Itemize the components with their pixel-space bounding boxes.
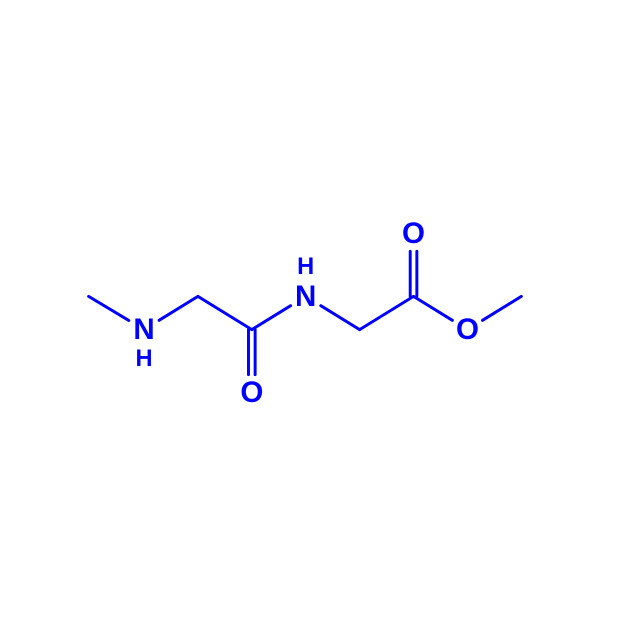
atom-hydrogen-label: H: [297, 254, 314, 280]
bond-line: [252, 306, 291, 330]
molecule-svg: NHONHOO: [0, 0, 626, 626]
bond-line: [414, 296, 453, 320]
atom-hydrogen-label: H: [135, 346, 152, 372]
atom-label: O: [240, 376, 263, 409]
molecule-diagram: NHONHOO: [0, 0, 626, 626]
atom-label: O: [402, 217, 425, 250]
bond-line: [483, 296, 522, 320]
atom-label: N: [295, 280, 316, 313]
atom-label: O: [456, 313, 479, 346]
atom-label: N: [133, 313, 154, 346]
bond-line: [198, 296, 252, 329]
bond-line: [159, 296, 198, 320]
bond-line: [321, 306, 360, 330]
bond-line: [89, 296, 129, 320]
bond-line: [360, 296, 414, 329]
